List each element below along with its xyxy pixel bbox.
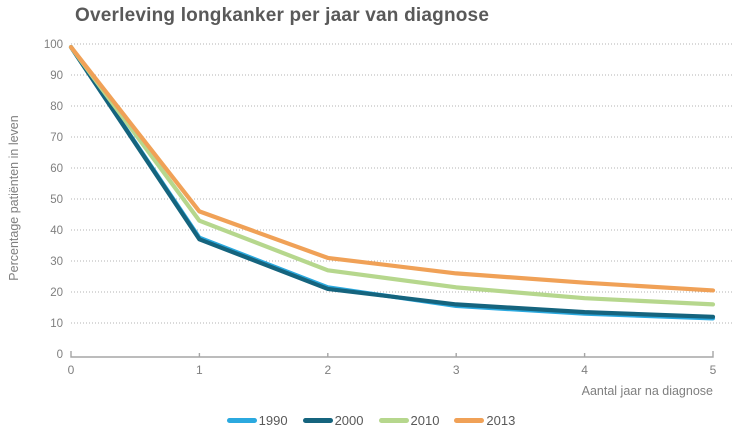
x-tick-label: 5 [710,363,717,377]
legend-label-2000: 2000 [334,413,364,428]
series-line-2000 [68,44,716,319]
legend: 1990 2000 2010 2013 [0,413,742,428]
y-tick-label: 30 [50,256,63,268]
legend-item-2010: 2010 [378,413,440,428]
legend-swatch-2000 [302,418,333,423]
legend-item-1990: 1990 [226,413,288,428]
legend-swatch-1990 [226,418,257,423]
legend-swatch-2010 [378,418,409,423]
legend-item-2013: 2013 [454,413,515,428]
y-tick-label: 90 [50,70,63,82]
y-tick-label: 50 [50,194,63,206]
legend-item-2000: 2000 [302,413,364,428]
y-tick-label: 80 [50,101,63,113]
chart-canvas: 0 10 20 30 40 50 60 70 80 90 100 0 1 2 3 4 5 [44,39,733,377]
legend-swatch-2013 [454,418,485,423]
series-line-2010 [68,44,716,307]
x-axis-line [70,351,714,358]
legend-label-1990: 1990 [258,413,288,428]
x-tick-label: 1 [196,363,203,377]
x-tick-label: 3 [453,363,460,377]
y-tick-label: 40 [50,225,63,237]
y-tick-label: 20 [50,287,63,299]
legend-label-2010: 2010 [410,413,440,428]
x-tick-label: 0 [68,363,75,377]
x-tick-label: 2 [324,363,331,377]
legend-label-2013: 2013 [486,413,516,428]
x-axis-title: Aantal jaar na diagnose [581,384,713,398]
chart-title: Overleving longkanker per jaar van diagn… [75,5,490,26]
y-tick-label: 70 [50,132,63,144]
y-tick-label: 60 [50,163,63,175]
y-tick-label: 100 [44,39,63,51]
y-tick-label: 0 [57,349,63,361]
x-tick-label: 4 [581,363,588,377]
y-tick-label: 10 [50,318,63,330]
series-line-2013 [68,44,716,293]
